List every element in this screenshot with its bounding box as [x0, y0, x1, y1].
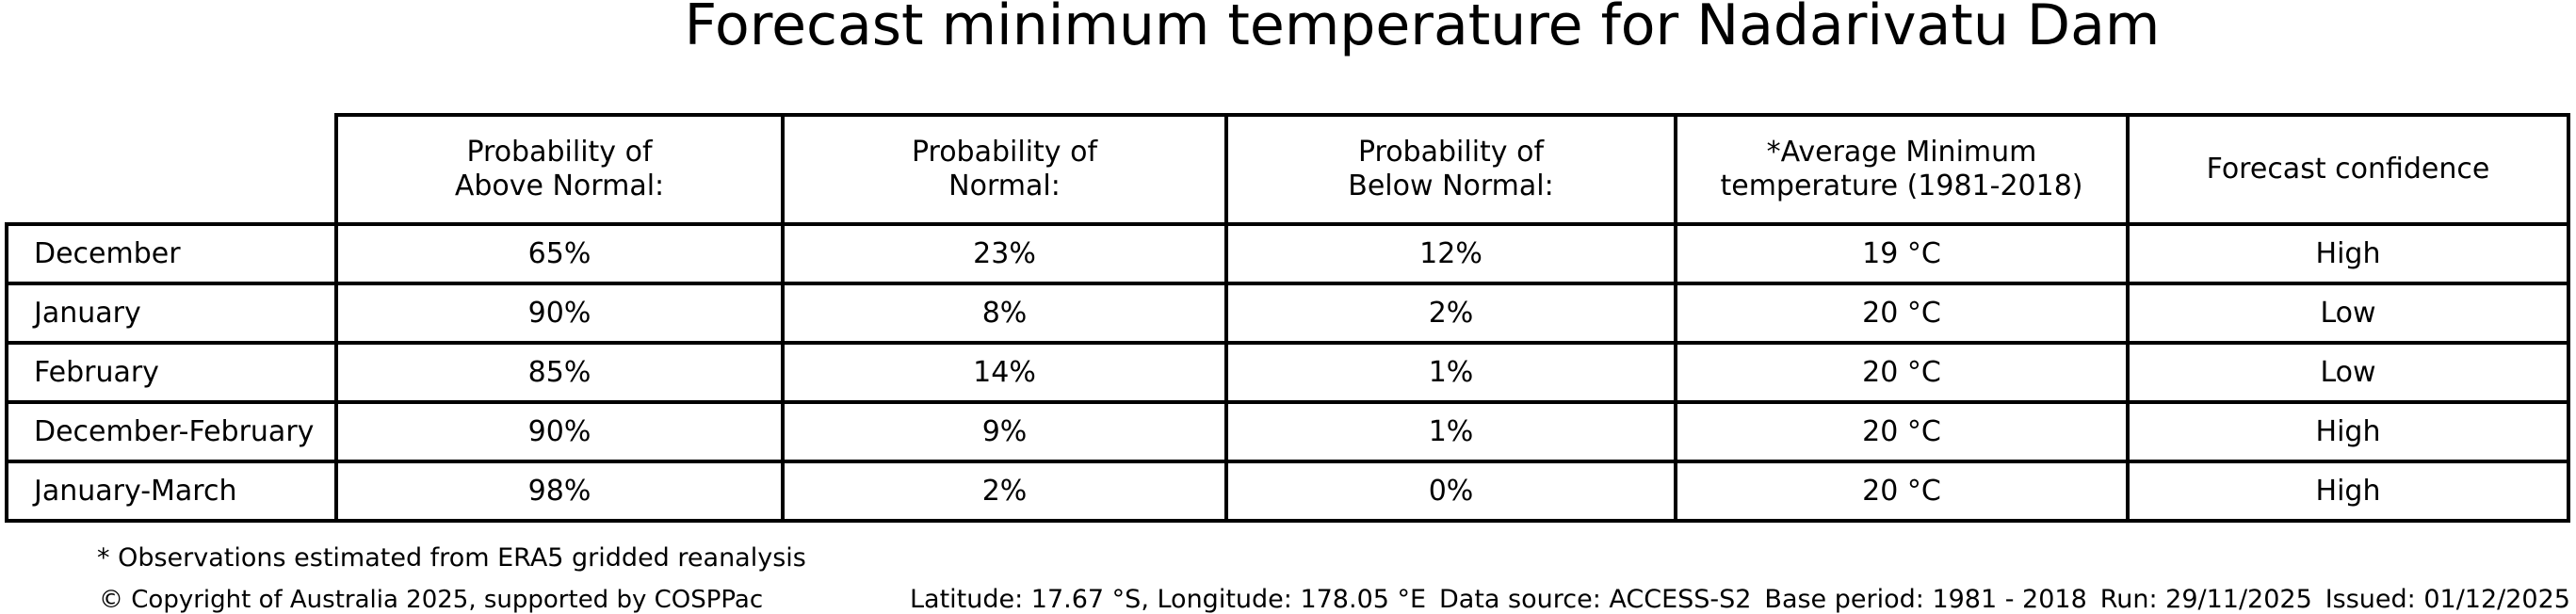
cell-above: 90% [334, 400, 785, 463]
cell-normal: 8% [781, 282, 1228, 345]
cell-below: 0% [1224, 460, 1677, 523]
table-row: December 65% 23% 12% 19 °C High [5, 222, 2570, 285]
table-row: December-February 90% 9% 1% 20 °C High [5, 400, 2570, 463]
cell-normal: 2% [781, 460, 1228, 523]
table-row: January-March 98% 2% 0% 20 °C High [5, 460, 2570, 523]
cell-normal: 14% [781, 341, 1228, 404]
column-header-average-minimum: *Average Minimum temperature (1981-2018) [1674, 113, 2130, 226]
corner-cell [7, 115, 336, 224]
table-row: February 85% 14% 1% 20 °C Low [5, 341, 2570, 404]
meta-line: Latitude: 17.67 °S, Longitude: 178.05 °E… [910, 585, 2570, 614]
cell-confidence: Low [2126, 341, 2570, 404]
footnote: * Observations estimated from ERA5 gridd… [97, 543, 806, 573]
data-source-label: Data source: ACCESS-S2 [1439, 585, 1752, 614]
cell-period: December [5, 222, 338, 285]
cell-period: January-March [5, 460, 338, 523]
header-row: Probability of Above Normal: Probability… [7, 113, 2570, 226]
cell-avg-min: 20 °C [1674, 400, 2130, 463]
cell-normal: 23% [781, 222, 1228, 285]
forecast-table: Probability of Above Normal: Probability… [5, 113, 2570, 523]
location-label: Latitude: 17.67 °S, Longitude: 178.05 °E [910, 585, 1427, 614]
column-header-below-normal: Probability of Below Normal: [1224, 113, 1677, 226]
cell-avg-min: 20 °C [1674, 341, 2130, 404]
cell-avg-min: 19 °C [1674, 222, 2130, 285]
table-body: December 65% 23% 12% 19 °C High January 90% 8% 2%… [5, 222, 2570, 523]
issued-date-label: Issued: 01/12/2025 [2325, 585, 2570, 614]
base-period-label: Base period: 1981 - 2018 [1764, 585, 2087, 614]
cell-avg-min: 20 °C [1674, 460, 2130, 523]
cell-below: 2% [1224, 282, 1677, 345]
run-date-label: Run: 29/11/2025 [2099, 585, 2312, 614]
table-row: January 90% 8% 2% 20 °C Low [5, 282, 2570, 345]
column-header-normal: Probability of Normal: [781, 113, 1228, 226]
column-header-forecast-confidence: Forecast confidence [2126, 113, 2570, 226]
cell-confidence: High [2126, 460, 2570, 523]
cell-above: 90% [334, 282, 785, 345]
cell-confidence: High [2126, 400, 2570, 463]
cell-below: 12% [1224, 222, 1677, 285]
page-title: Forecast minimum temperature for Nadariv… [684, 0, 2161, 58]
cell-above: 65% [334, 222, 785, 285]
cell-above: 85% [334, 341, 785, 404]
cell-avg-min: 20 °C [1674, 282, 2130, 345]
cell-confidence: Low [2126, 282, 2570, 345]
cell-above: 98% [334, 460, 785, 523]
cell-below: 1% [1224, 341, 1677, 404]
cell-period: February [5, 341, 338, 404]
cell-period: January [5, 282, 338, 345]
copyright-notice: © Copyright of Australia 2025, supported… [99, 586, 764, 614]
cell-period: December-February [5, 400, 338, 463]
cell-normal: 9% [781, 400, 1228, 463]
cell-below: 1% [1224, 400, 1677, 463]
cell-confidence: High [2126, 222, 2570, 285]
column-header-above-normal: Probability of Above Normal: [334, 113, 785, 226]
